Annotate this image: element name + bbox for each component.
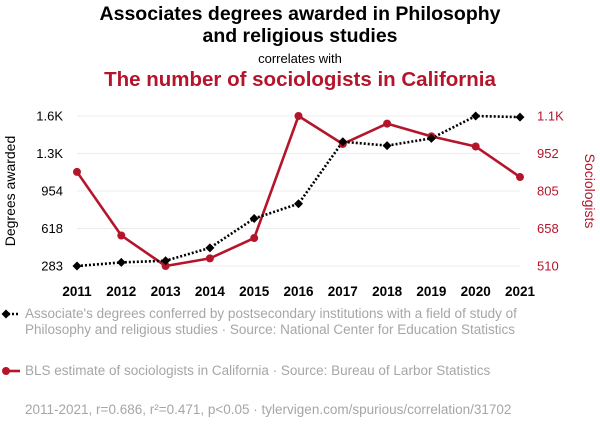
point-sociologists-2020 (471, 142, 480, 151)
point-sociologists-2018 (383, 119, 392, 128)
y-tick-left-3: 1.3K (36, 146, 63, 161)
point-degrees-2017 (338, 137, 348, 147)
y-tick-right-1: 658 (537, 221, 559, 236)
legend-markers (1, 309, 20, 375)
point-sociologists-2015 (250, 234, 259, 243)
series-markers (72, 111, 525, 271)
y-tick-right-0: 510 (537, 259, 559, 274)
x-tick-2017: 2017 (328, 284, 358, 299)
right-axis: 510 658 805 952 1.1K (537, 109, 564, 274)
point-degrees-2016 (294, 199, 303, 209)
x-tick-2011: 2011 (62, 284, 92, 299)
point-degrees-2011 (72, 261, 82, 271)
y-tick-right-2: 805 (537, 184, 559, 199)
x-tick-2021: 2021 (505, 284, 536, 299)
chart-title-line1: Associates degrees awarded in Philosophy (99, 3, 501, 25)
point-degrees-2012 (116, 257, 126, 267)
chart-title-secondary: The number of sociologists in California (104, 68, 496, 91)
point-sociologists-2014 (205, 254, 214, 263)
grid-lines (77, 115, 520, 267)
y-axis-label-right: Sociologists (582, 154, 598, 229)
x-tick-2020: 2020 (461, 284, 491, 299)
point-sociologists-2016 (294, 112, 303, 120)
legend-entry-sociologists: BLS estimate of sociologists in Californ… (25, 363, 491, 378)
point-degrees-2014 (205, 243, 215, 253)
x-tick-2014: 2014 (195, 284, 226, 299)
point-degrees-2018 (382, 141, 392, 151)
y-tick-left-0: 283 (41, 259, 63, 274)
point-degrees-2015 (249, 213, 259, 223)
y-tick-left-4: 1.6K (36, 109, 63, 124)
point-degrees-2021 (515, 112, 525, 122)
y-axis-label-left: Degrees awarded (2, 136, 18, 247)
x-axis: 2011 2012 2013 2014 2015 2016 2017 2018 2019 2020… (62, 284, 535, 299)
x-tick-2013: 2013 (151, 284, 182, 299)
y-tick-left-1: 618 (41, 221, 63, 236)
legend-entry-degrees: Associate's degrees conferred by postsec… (25, 306, 517, 337)
chart-subtitle: correlates with (258, 51, 342, 66)
point-sociologists-2021 (516, 173, 524, 182)
y-tick-left-2: 954 (41, 184, 63, 199)
y-tick-right-3: 952 (537, 146, 559, 161)
legend-marker-degrees (1, 309, 11, 319)
chart-title-line2: and religious studies (202, 25, 398, 47)
point-degrees-2019 (426, 133, 436, 143)
point-sociologists-2011 (73, 167, 81, 176)
point-degrees-2020 (471, 111, 481, 121)
x-tick-2016: 2016 (283, 284, 314, 299)
x-tick-2019: 2019 (416, 284, 446, 299)
point-sociologists-2013 (161, 262, 170, 270)
point-sociologists-2012 (117, 231, 126, 240)
x-tick-2018: 2018 (372, 284, 403, 299)
x-tick-2012: 2012 (106, 284, 136, 299)
legend-marker-sociologists (2, 367, 10, 375)
series-line-degrees (76, 114, 521, 268)
x-tick-2015: 2015 (239, 284, 270, 299)
chart-footer: 2011-2021, r=0.686, r²=0.471, p<0.05 · t… (25, 402, 512, 417)
y-tick-right-4: 1.1K (537, 109, 564, 124)
point-degrees-2013 (161, 256, 171, 266)
left-axis: 283 618 954 1.3K 1.6K (36, 109, 63, 274)
